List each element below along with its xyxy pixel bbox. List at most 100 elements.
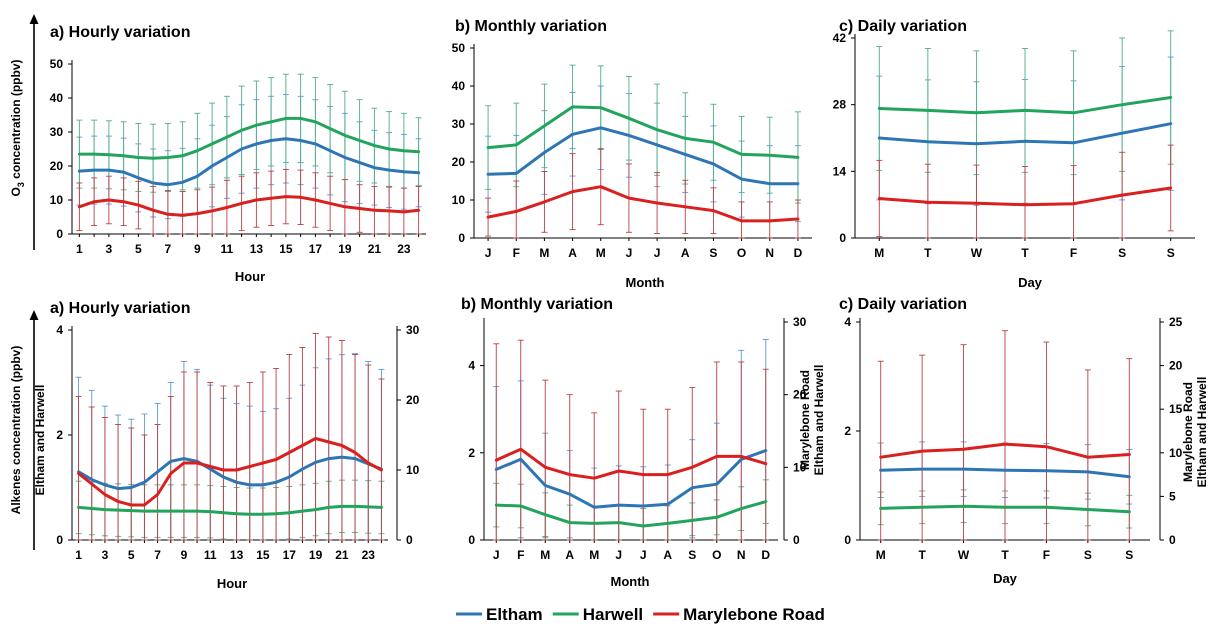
y-tick-label: 14 [833,164,847,178]
x-tick-label: 15 [279,242,293,256]
x-tick-label: M [874,246,884,260]
x-tick-label: 7 [165,242,172,256]
x-axis-label: Hour [217,576,247,591]
x-tick-label: S [1084,548,1092,562]
chart-title: c) Daily variation [839,18,967,35]
chart-title: b) Monthly variation [455,18,607,35]
x-tick-label: A [568,246,577,260]
x-tick-label: F [1043,548,1050,562]
chart-6: c) Daily variation 0 2 4 0 5 10 15 20 25 M T W T F S S Da… [839,296,1183,586]
y-tick-label: 4 [56,323,63,337]
y-right-tick-label: 20 [793,388,807,402]
chart-2: b) Monthly variation 0 10 20 30 40 50 J F M A M J J A S… [452,18,812,290]
x-tick-label: W [971,246,983,260]
y-tick-label: 2 [844,424,851,438]
series-line-eltham [494,449,768,509]
series-marylebone-road [877,330,1133,541]
x-tick-label: J [640,548,647,562]
y-tick-label: 0 [468,533,475,547]
x-tick-label: S [1125,548,1133,562]
y-arrowhead-bottom [29,310,39,320]
x-tick-label: D [794,246,803,260]
y-tick-label: 4 [844,315,851,329]
legend: Eltham Harwell Marylebone Road [456,605,825,624]
x-tick-label: 13 [250,242,264,256]
legend-item-harwell: Harwell [552,605,643,624]
x-tick-label: N [765,246,774,260]
series-line-eltham [877,122,1173,146]
x-tick-label: T [924,246,932,260]
x-tick-label: 5 [128,548,135,562]
y-right-tick-label: 0 [406,533,413,547]
x-tick-label: S [709,246,717,260]
x-axis-label: Month [626,275,665,290]
x-tick-label: A [681,246,690,260]
x-tick-label: 7 [154,548,161,562]
x-tick-label: M [540,548,550,562]
x-tick-label: M [539,246,549,260]
x-tick-label: 21 [368,242,382,256]
x-tick-label: 21 [335,548,349,562]
x-tick-label: M [596,246,606,260]
y-tick-label: 40 [50,91,64,105]
chart-title: c) Daily variation [839,296,967,313]
y-tick-label: 42 [833,31,847,45]
x-tick-label: W [958,548,970,562]
legend-label: Harwell [583,605,643,624]
chart-5: b) Monthly variation 0 2 4 0 10 20 30 J F M A M J J A S O… [461,296,807,589]
x-tick-label: F [1070,246,1077,260]
y-tick-label: 0 [56,533,63,547]
x-tick-label: S [688,548,696,562]
y-right-tick-label: 30 [793,315,807,329]
x-axis-label: Day [1018,275,1043,290]
y-right-tick-label: 0 [1169,533,1176,547]
y-tick-label: 2 [468,446,475,460]
y-tick-label: 50 [452,41,466,55]
x-tick-label: T [918,548,926,562]
legend-label: Eltham [486,605,543,624]
series-line-marylebone-road [877,186,1173,207]
y-right-tick-label: 10 [406,463,420,477]
y-axis-label-left: Eltham and Harwell [33,385,47,496]
y-axis-label-right: Marylebone Road [798,370,812,470]
y-tick-label: 20 [50,159,64,173]
x-tick-label: J [654,246,661,260]
series-line-eltham [486,126,800,186]
x-tick-label: 1 [76,242,83,256]
y-tick-label: 30 [452,117,466,131]
y-axis-label-right: Marylebone Road [1181,382,1195,482]
series-line-marylebone-road [879,442,1131,459]
y-axis-label-left: Eltham and Harwell [812,365,826,476]
x-tick-label: A [565,548,574,562]
y-right-tick-label: 20 [1169,359,1183,373]
x-tick-label: M [876,548,886,562]
series-line-eltham [77,137,421,187]
y-arrowhead-top [29,14,39,24]
x-tick-label: 17 [309,242,323,256]
x-tick-label: D [761,548,770,562]
x-tick-label: 23 [362,548,376,562]
x-tick-label: 13 [230,548,244,562]
x-tick-label: O [737,246,746,260]
y-right-tick-label: 15 [1169,402,1183,416]
y-tick-label: 50 [50,57,64,71]
x-tick-label: J [493,548,500,562]
x-tick-label: 23 [397,242,411,256]
y-right-tick-label: 10 [793,460,807,474]
x-axis-label: Day [993,571,1018,586]
chart-title: a) Hourly variation [50,24,190,41]
x-tick-label: T [1021,246,1029,260]
y-right-tick-label: 20 [406,393,420,407]
legend-item-eltham: Eltham [456,605,543,624]
x-tick-label: 17 [283,548,297,562]
x-axis-label: Month [611,574,650,589]
series-line-marylebone-road [77,195,421,217]
y-tick-label: 10 [50,193,64,207]
y-tick-label: 10 [452,193,466,207]
y-right-tick-label: 0 [793,533,800,547]
y-tick-label: 28 [833,98,847,112]
series-line-harwell [877,96,1173,115]
x-tick-label: A [663,548,672,562]
